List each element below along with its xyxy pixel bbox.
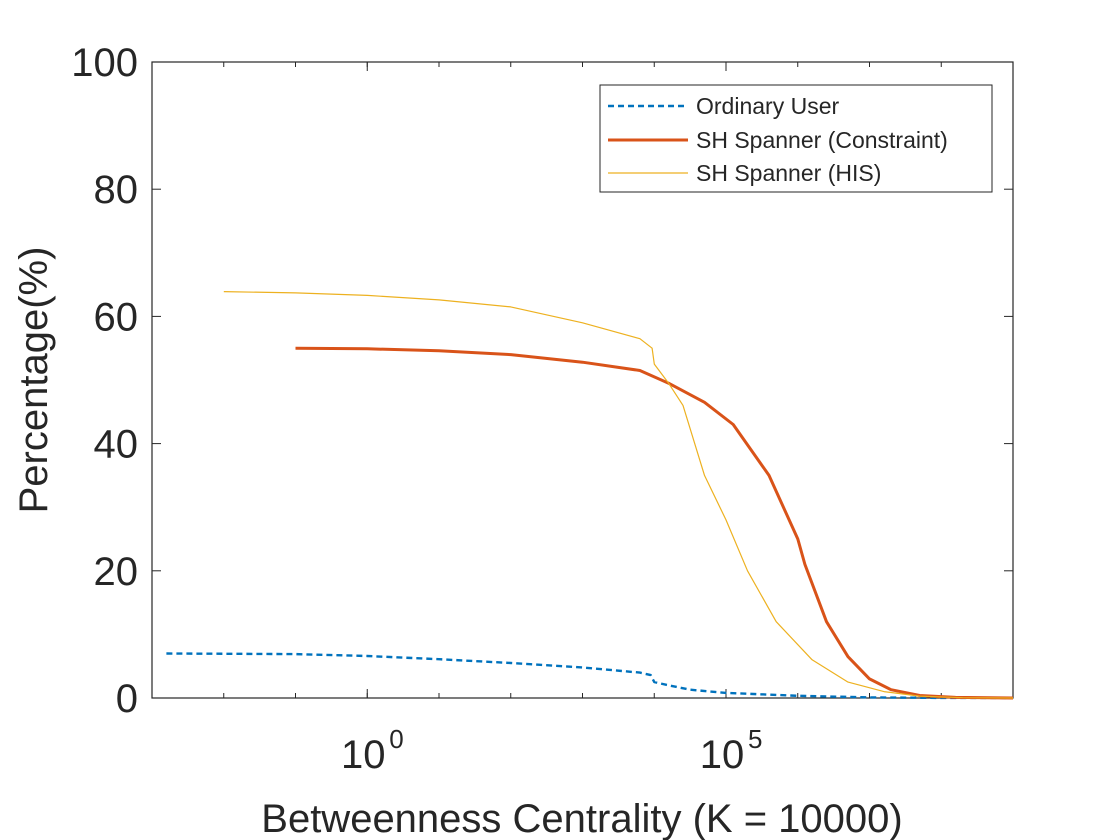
x-tick-exponent: 5 (748, 724, 762, 754)
y-tick-label: 100 (71, 41, 138, 85)
y-axis-label: Percentage(%) (12, 247, 56, 514)
x-tick-label: 10 (700, 733, 745, 777)
series-lines (166, 291, 1014, 700)
x-axis-label: Betweenness Centrality (K = 10000) (261, 797, 902, 840)
y-tick-label: 80 (94, 168, 139, 212)
legend: Ordinary User SH Spanner (Constraint) SH… (599, 84, 993, 193)
x-tick-label: 10 (341, 733, 386, 777)
legend-label-sh-spanner-constraint: SH Spanner (Constraint) (696, 127, 948, 153)
series-line-2 (223, 291, 1014, 699)
series-line-1 (295, 346, 1014, 700)
y-tick-label: 20 (94, 550, 139, 594)
legend-label-sh-spanner-his: SH Spanner (HIS) (696, 160, 881, 186)
series-line-0 (166, 652, 1014, 700)
x-tick-exponent: 0 (389, 724, 403, 754)
legend-label-ordinary-user: Ordinary User (696, 93, 839, 119)
y-tick-label: 40 (94, 423, 139, 467)
y-tick-label: 60 (94, 295, 139, 339)
y-tick-label: 0 (116, 677, 138, 721)
